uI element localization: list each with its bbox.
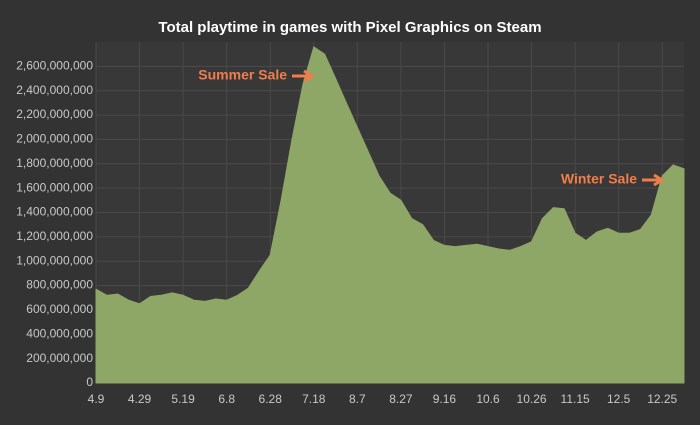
x-tick-label: 4.9 <box>88 392 105 406</box>
x-tick-label: 6.28 <box>259 392 283 406</box>
annotation: Winter Sale <box>561 171 637 187</box>
y-tick-label: 2,600,000,000 <box>16 59 93 73</box>
y-tick-label: 600,000,000 <box>26 302 93 316</box>
y-tick-label: 1,000,000,000 <box>16 253 93 267</box>
y-tick-label: 400,000,000 <box>26 326 93 340</box>
y-tick-label: 1,200,000,000 <box>16 229 93 243</box>
chart-title: Total playtime in games with Pixel Graph… <box>158 19 541 36</box>
y-tick-label: 1,800,000,000 <box>16 156 93 170</box>
y-tick-label: 2,400,000,000 <box>16 83 93 97</box>
y-tick-label: 2,200,000,000 <box>16 107 93 121</box>
x-tick-label: 5.19 <box>171 392 195 406</box>
y-tick-label: 1,400,000,000 <box>16 205 93 219</box>
x-tick-label: 11.15 <box>561 392 590 406</box>
x-tick-label: 4.29 <box>128 392 152 406</box>
x-tick-label: 8.7 <box>349 392 366 406</box>
y-tick-label: 2,000,000,000 <box>16 132 93 146</box>
y-tick-label: 200,000,000 <box>26 351 93 365</box>
annotation-arrow <box>642 173 665 187</box>
plot-area: 0 200,000,000 400,000,000 600,000,000 800,00… <box>16 42 685 406</box>
x-tick-label: 10.26 <box>517 392 547 406</box>
x-tick-label: 6.8 <box>218 392 235 406</box>
annotation: Summer Sale <box>198 67 287 83</box>
x-tick-label: 7.18 <box>302 392 326 406</box>
y-tick-label: 800,000,000 <box>26 278 93 292</box>
x-tick-label: 12.25 <box>647 392 677 406</box>
annotation-arrow <box>292 69 315 83</box>
y-tick-label: 1,600,000,000 <box>16 180 93 194</box>
x-tick-label: 8.27 <box>389 392 413 406</box>
y-tick-label: 0 <box>86 375 93 389</box>
x-tick-label: 12.5 <box>607 392 631 406</box>
area <box>95 46 685 384</box>
x-tick-label: 9.16 <box>433 392 457 406</box>
x-tick-label: 10.6 <box>476 392 500 406</box>
